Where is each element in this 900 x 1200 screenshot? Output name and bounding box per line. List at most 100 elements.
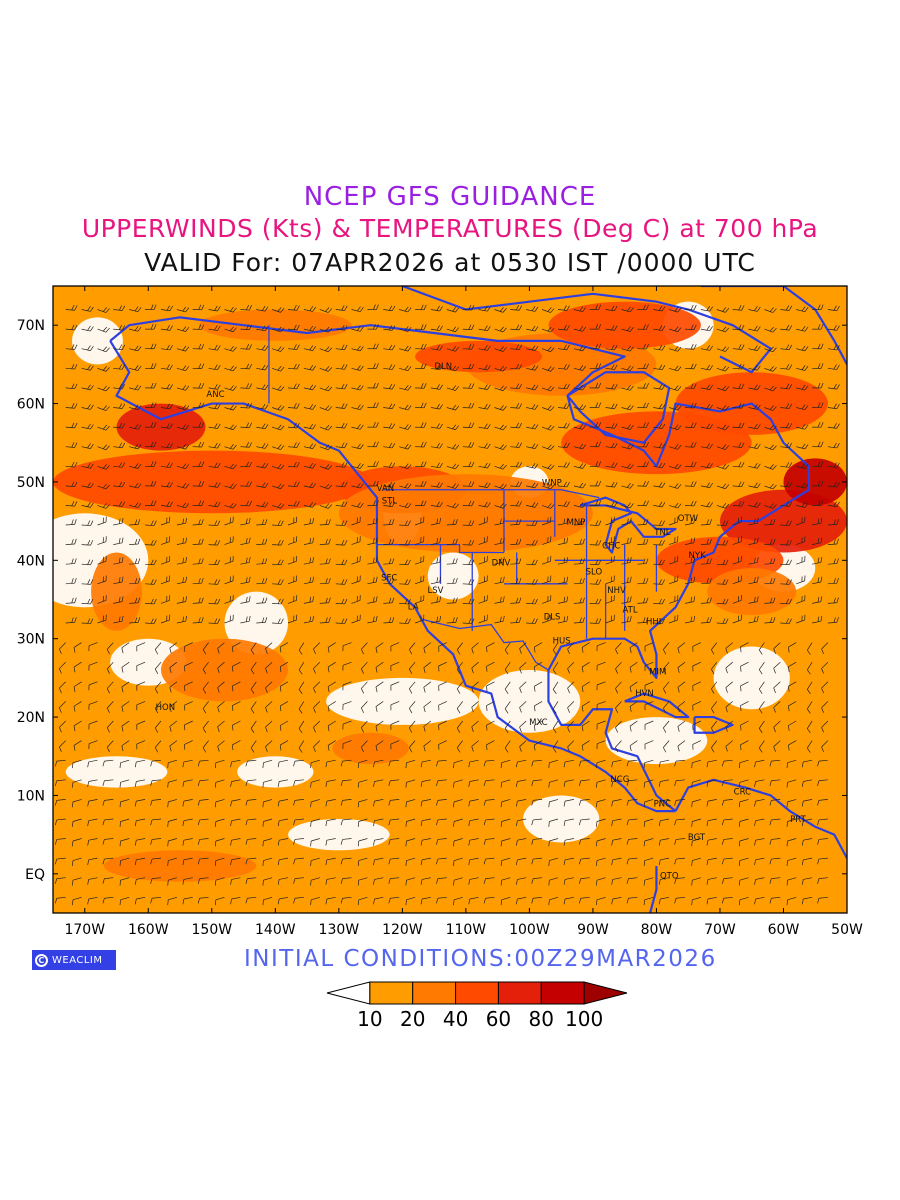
wind-barb [129,325,142,332]
wind-barb [298,740,305,753]
wind-barb [224,483,237,489]
wind-barb [145,382,157,389]
wind-barb [788,642,797,653]
wind-barb [526,482,539,489]
wind-barb [788,661,797,673]
wind-barb [573,384,587,391]
wind-barb [468,779,479,787]
wind-barb [351,502,364,508]
wind-barb [430,501,443,508]
wind-barb [494,576,505,585]
wind-barb [102,759,114,767]
wind-barb [533,740,543,751]
wind-barb [160,383,173,390]
wind-barb [88,740,98,750]
wind-barb [478,364,491,371]
wind-barb [504,740,511,753]
wind-barb [224,575,234,585]
wind-barb [486,681,495,692]
wind-barb [446,577,458,585]
wind-barb [351,482,364,489]
wind-barb [552,701,559,714]
wind-barb [621,576,632,585]
wind-barb [192,481,205,487]
wind-barb [145,324,157,330]
wind-barb [510,538,522,545]
wind-barb [806,720,813,734]
wind-barb [388,759,400,767]
wind-barb [684,461,697,468]
wind-barb [303,502,317,508]
wind-barb [256,538,268,545]
wind-barb [637,519,649,526]
wind-barb [106,701,114,714]
wind-barb [208,403,221,410]
wind-speed-shading [53,286,847,913]
wind-barb [250,701,257,714]
wind-barb [208,384,221,390]
wind-barb [557,517,569,526]
wind-barb [399,326,412,332]
wind-barb [692,681,702,691]
wind-barb [581,720,590,732]
wind-barb [541,444,555,451]
wind-barb [265,740,273,752]
speed-patch [199,309,352,341]
wind-barb [637,577,649,585]
wind-barb [430,462,443,469]
wind-barb [780,364,793,370]
wind-barb [399,365,412,372]
wind-barb [313,740,321,753]
wind-barb [758,701,765,714]
wind-barb [287,575,298,585]
wind-barb [430,423,443,429]
wind-barb [192,304,205,311]
wind-barb [692,720,702,731]
wind-barb [192,324,205,330]
wind-barb [684,344,697,350]
wind-barb [335,462,348,468]
wind-barb [150,779,162,787]
colorbar-cell [540,981,585,1005]
station-label: WNP [542,479,562,489]
wind-barb [150,759,162,767]
wind-barb [287,481,300,488]
wind-barb [310,779,320,788]
wind-barb [106,661,114,674]
wind-barb [167,759,177,769]
wind-barb [383,617,395,624]
wind-barb [796,463,809,469]
wind-barb [483,759,495,767]
wind-barb [526,443,539,449]
wind-barb [145,363,157,369]
wind-barb [446,558,458,565]
wind-barb [136,642,146,652]
wind-barb [758,720,765,734]
wind-barb [81,520,94,526]
wind-barb [637,481,649,487]
wind-barb [160,536,171,545]
wind-barb [232,681,241,692]
wind-barb [738,759,749,769]
wind-barb [684,383,697,389]
wind-barb [129,443,142,450]
wind-barb [764,464,777,470]
wind-barb [208,364,221,371]
wind-barb [81,482,94,489]
wind-barb [478,555,488,565]
wind-barb [224,555,234,565]
wind-barb [812,343,824,350]
wind-barb [653,403,666,410]
wind-barb [134,779,146,787]
wind-barb [526,423,539,430]
wind-barb [335,403,348,409]
wind-barb [510,519,522,526]
wind-barb [97,346,110,353]
wind-barb [313,642,321,655]
wind-barb [169,681,178,693]
wind-barb [97,483,110,490]
wind-barb [375,661,384,673]
wind-barb [456,661,463,675]
wind-barb [684,500,697,507]
wind-barb [256,403,269,410]
